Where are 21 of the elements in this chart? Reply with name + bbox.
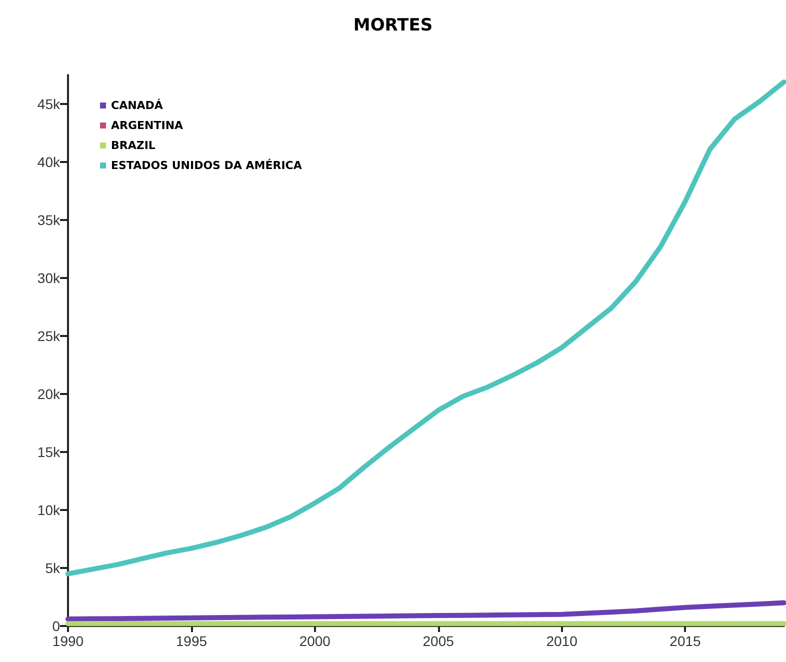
y-tick-label: 10k: [37, 502, 61, 518]
y-tick-label: 5k: [45, 560, 61, 576]
x-tick-label: 2000: [299, 633, 331, 649]
legend-label: BRAZIL: [111, 139, 156, 152]
y-tick-label: 35k: [37, 212, 61, 228]
x-tick-label: 2015: [670, 633, 702, 649]
x-tick-label: 2005: [422, 633, 454, 649]
x-tick-label: 1990: [52, 633, 84, 649]
x-tick-label: 1995: [176, 633, 208, 649]
y-tick-label: 40k: [37, 154, 61, 170]
y-tick-label: 15k: [37, 444, 61, 460]
y-tick-label: 0: [52, 618, 60, 634]
legend-label: CANADÁ: [111, 98, 164, 112]
legend-label: ESTADOS UNIDOS DA AMÉRICA: [111, 158, 302, 172]
y-tick-label: 45k: [37, 96, 61, 112]
x-tick-label: 2010: [546, 633, 578, 649]
legend-label: ARGENTINA: [111, 119, 184, 132]
y-tick-label: 30k: [37, 270, 61, 286]
chart-title: MORTES: [353, 16, 433, 36]
y-tick-label: 20k: [37, 386, 61, 402]
y-tick-label: 25k: [37, 328, 61, 344]
